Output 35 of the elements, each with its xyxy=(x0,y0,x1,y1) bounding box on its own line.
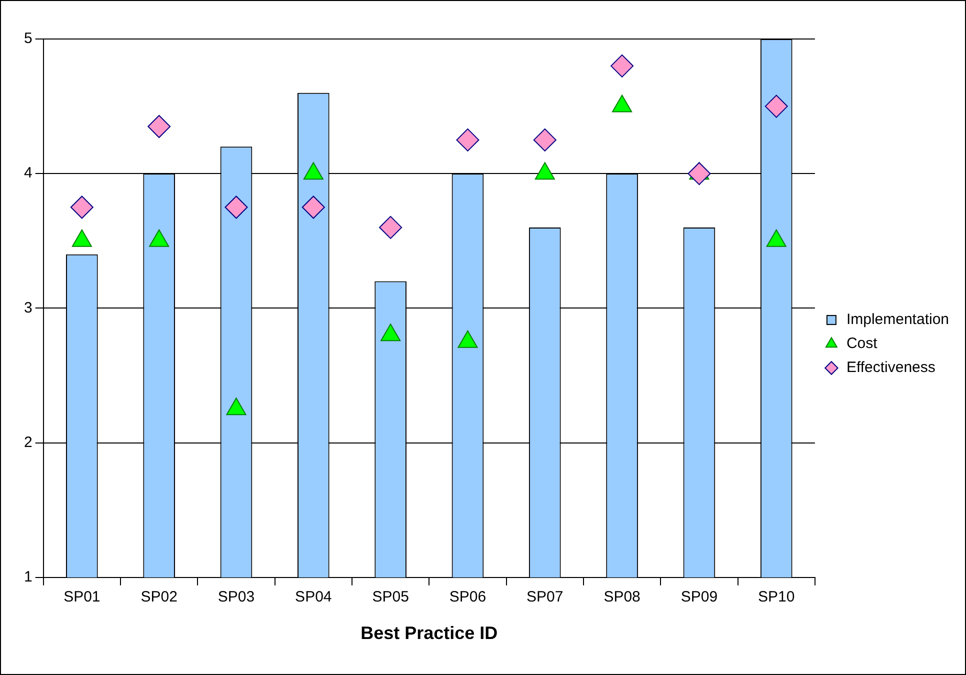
y-tick-label: 2 xyxy=(24,434,32,451)
x-tick-label: SP08 xyxy=(604,588,640,606)
point xyxy=(610,54,634,78)
x-tick-label: SP07 xyxy=(526,588,564,606)
point xyxy=(380,324,401,342)
y-tick-label: 1 xyxy=(24,568,32,586)
point xyxy=(766,229,786,247)
point xyxy=(456,128,480,152)
legend-label: Implementation xyxy=(846,311,950,328)
x-tick-label: SP02 xyxy=(140,588,178,606)
point xyxy=(302,196,325,219)
point xyxy=(533,128,556,152)
point xyxy=(149,229,170,247)
point xyxy=(72,229,92,247)
legend-label: Cost xyxy=(846,335,878,352)
point xyxy=(224,196,248,219)
x-tick-label: SP10 xyxy=(758,588,795,606)
x-tick-label: SP06 xyxy=(449,588,486,606)
point xyxy=(688,162,711,186)
y-tick-label: 3 xyxy=(24,299,32,316)
point xyxy=(148,114,171,138)
point xyxy=(764,94,788,118)
point xyxy=(379,216,402,239)
legend-label: Effectiveness xyxy=(846,359,936,376)
x-tick-label: SP09 xyxy=(680,588,718,606)
point xyxy=(458,330,478,348)
x-tick-label: SP04 xyxy=(295,588,332,606)
y-tick-label: 5 xyxy=(24,30,32,48)
y-tick-label: 4 xyxy=(24,164,32,182)
x-tick-label: SP01 xyxy=(64,588,100,606)
point xyxy=(70,196,94,219)
point xyxy=(226,398,246,416)
x-tick-label: SP05 xyxy=(372,588,409,606)
x-axis-title: Best Practice ID xyxy=(360,623,498,644)
x-tick-label: SP03 xyxy=(218,588,255,606)
